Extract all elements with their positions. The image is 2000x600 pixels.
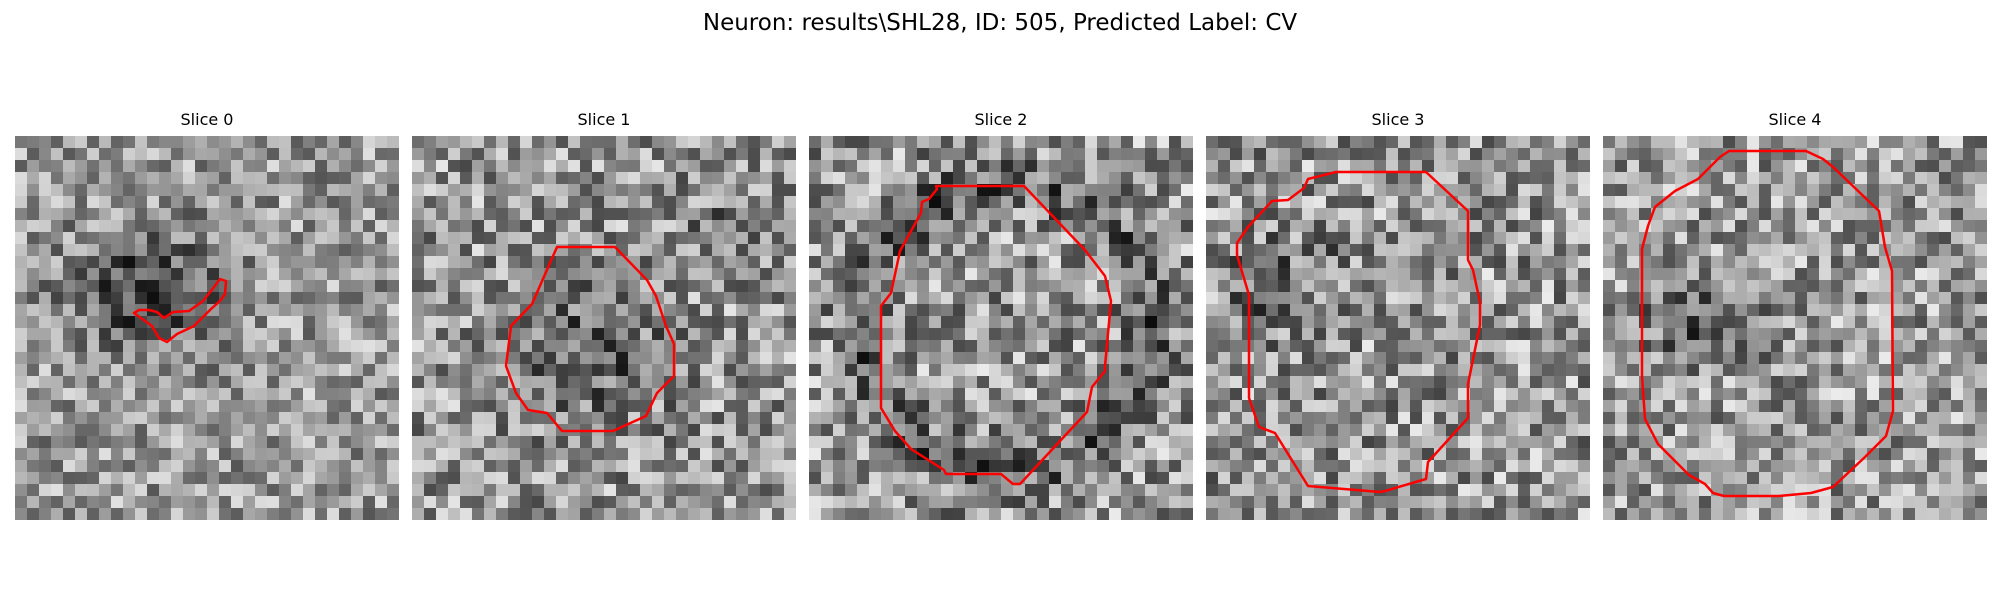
slice-title-1: Slice 1 — [577, 110, 631, 129]
roi-contour — [1640, 149, 1895, 498]
slice-panel-3: Slice 3 — [1206, 108, 1590, 520]
pixel-grid — [1206, 136, 1590, 520]
slice-panel-2: Slice 2 — [809, 108, 1193, 520]
slice-image-4 — [1603, 136, 1987, 520]
slice-image-1 — [412, 136, 796, 520]
pixel-grid — [15, 136, 399, 520]
roi-contour — [132, 277, 228, 344]
slice-panel-4: Slice 4 — [1603, 108, 1987, 520]
pixel-grid — [412, 136, 796, 520]
figure-title: Neuron: results\SHL28, ID: 505, Predicte… — [702, 10, 1298, 36]
slice-image-3 — [1206, 136, 1590, 520]
pixel-grid — [1603, 136, 1987, 520]
roi-contour — [1235, 170, 1482, 494]
slice-panel-0: Slice 0 — [15, 108, 399, 520]
slice-title-0: Slice 0 — [180, 110, 234, 129]
slice-title-4: Slice 4 — [1768, 110, 1822, 129]
slice-image-0 — [15, 136, 399, 520]
pixel-grid — [809, 136, 1193, 520]
roi-contour — [504, 245, 676, 433]
roi-contour — [879, 184, 1113, 486]
slice-panel-1: Slice 1 — [412, 108, 796, 520]
slice-title-3: Slice 3 — [1371, 110, 1425, 129]
slice-image-2 — [809, 136, 1193, 520]
slice-title-2: Slice 2 — [974, 110, 1028, 129]
